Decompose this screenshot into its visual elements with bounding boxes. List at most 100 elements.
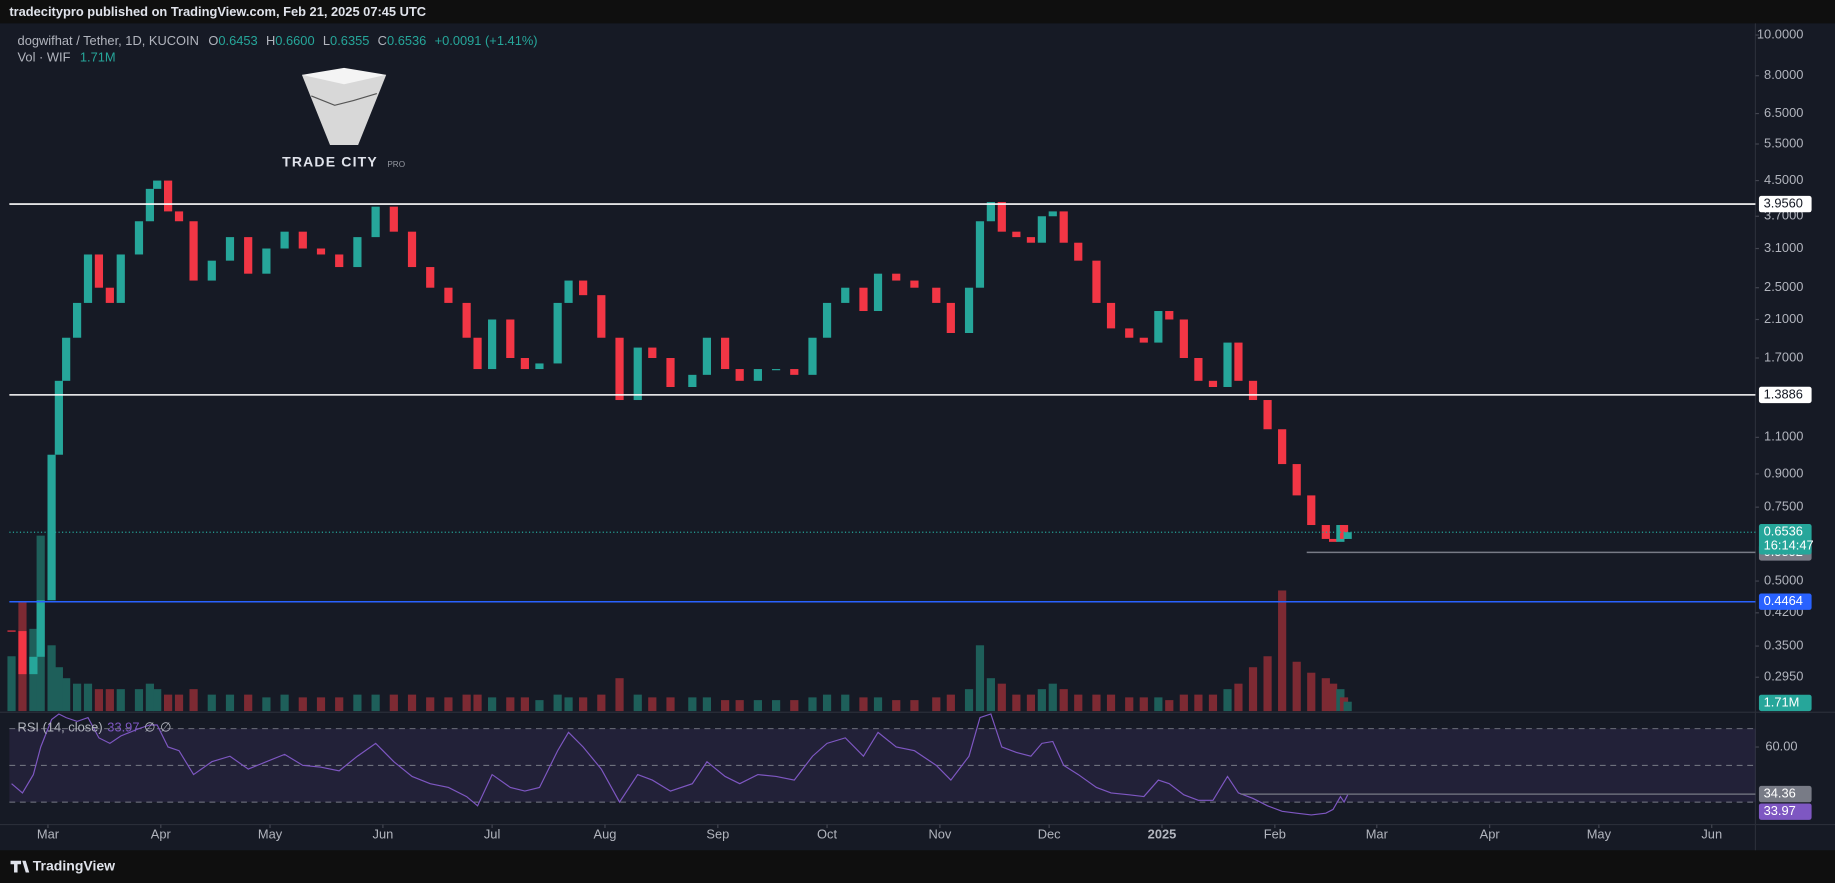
volume-bar — [371, 694, 380, 712]
volume-bar — [389, 694, 398, 712]
volume-bar — [353, 694, 362, 712]
volume-bar — [1154, 697, 1163, 712]
rsi-title: RSI (14, close) — [18, 720, 103, 735]
candle — [36, 600, 45, 657]
volume-bar — [105, 689, 114, 712]
x-tick-label: Jun — [373, 826, 394, 841]
ohlc-value: 0.6536 — [387, 33, 426, 48]
candle — [579, 280, 588, 296]
candle — [1321, 525, 1330, 539]
candle — [615, 337, 624, 401]
ohlc-label: H — [266, 33, 275, 48]
volume-bar — [535, 700, 544, 712]
level-label-box — [1758, 386, 1812, 404]
last-price-label-box — [1758, 524, 1812, 555]
y-tick-label: 2.1000 — [1764, 311, 1803, 326]
x-tick-label: Mar — [37, 826, 60, 841]
candle — [535, 363, 544, 370]
candle — [174, 211, 184, 222]
candle — [841, 287, 850, 303]
volume-bar — [335, 697, 344, 712]
candle — [207, 260, 216, 281]
candle — [721, 337, 730, 370]
candle — [633, 347, 642, 401]
top-bar — [0, 0, 1835, 24]
candle — [94, 254, 104, 288]
volume-bar — [174, 694, 184, 712]
candle — [407, 231, 417, 268]
volume-bar — [163, 694, 173, 712]
candle — [83, 254, 93, 303]
rsi-marker-label: 33.97 — [1764, 803, 1796, 818]
volume-bar — [666, 697, 675, 712]
candle — [808, 337, 817, 375]
volume-bar — [1223, 689, 1232, 712]
volume-bar — [771, 700, 781, 712]
volume-bar — [1139, 697, 1148, 712]
ohlc-label: C — [378, 33, 387, 48]
volume-bar — [597, 694, 606, 712]
candle — [1165, 311, 1174, 320]
volume-bar — [473, 694, 482, 712]
volume-bar — [262, 697, 271, 712]
candle — [1012, 231, 1021, 238]
volume-bar — [462, 694, 471, 712]
volume-bar — [1048, 683, 1057, 712]
candle — [1125, 328, 1134, 338]
x-tick-label: May — [1587, 826, 1612, 841]
candle — [1154, 311, 1163, 343]
symbol: dogwifhat / Tether, 1D, KUCOIN — [18, 33, 199, 48]
volume-bar — [1263, 656, 1272, 712]
volume-bar — [189, 689, 198, 712]
candle — [1059, 211, 1068, 243]
candle — [964, 287, 974, 333]
volume-axis-label-box — [1758, 694, 1812, 712]
candle — [1278, 429, 1287, 465]
volume-bar — [579, 697, 588, 712]
candle — [389, 206, 398, 232]
candle — [910, 280, 919, 288]
x-tick-label: Jun — [1701, 826, 1722, 841]
logo-shape — [301, 74, 387, 146]
candle — [54, 380, 63, 455]
volume-bar — [72, 683, 82, 712]
volume-bar — [134, 689, 144, 712]
candle — [1234, 342, 1243, 381]
candle — [702, 337, 712, 375]
y-tick-label: 0.7500 — [1764, 499, 1803, 514]
x-tick-label: Nov — [928, 826, 951, 841]
candle — [1307, 495, 1316, 526]
volume-bar — [1165, 700, 1174, 712]
candle — [335, 254, 344, 268]
volume-bar — [426, 697, 435, 712]
volume-bar — [1106, 694, 1116, 712]
volume-bar — [298, 697, 307, 712]
volume-bar — [407, 694, 417, 712]
volume-bar — [615, 678, 624, 712]
rsi-header: RSI (14, close) 33.97 ∅ ∅ — [18, 720, 172, 735]
candle — [1139, 337, 1148, 343]
x-tick-label: Oct — [817, 826, 837, 841]
candle — [986, 202, 995, 222]
candle — [873, 273, 883, 312]
y-tick-label: 0.2950 — [1764, 669, 1803, 684]
candle — [553, 302, 562, 364]
x-tick-label: Jul — [484, 826, 500, 841]
volume-bar — [316, 697, 326, 712]
y-tick-label: 0.5000 — [1764, 572, 1803, 587]
candle — [62, 337, 71, 381]
change: +0.0091 (+1.41%) — [435, 33, 538, 48]
level-label: 0.4464 — [1764, 593, 1803, 608]
volume-bar — [1125, 697, 1134, 712]
candle — [688, 374, 697, 387]
volume-bar — [735, 700, 744, 712]
candle — [564, 280, 573, 303]
y-tick-label: 6.5000 — [1764, 105, 1803, 120]
volume-bar — [975, 645, 985, 712]
volume-bar — [225, 694, 235, 712]
ohlc-value: 0.6355 — [330, 33, 369, 48]
bottom-bar — [0, 850, 1835, 883]
y-tick-label: 1.1000 — [1764, 429, 1803, 444]
footer-logo — [10, 860, 30, 873]
